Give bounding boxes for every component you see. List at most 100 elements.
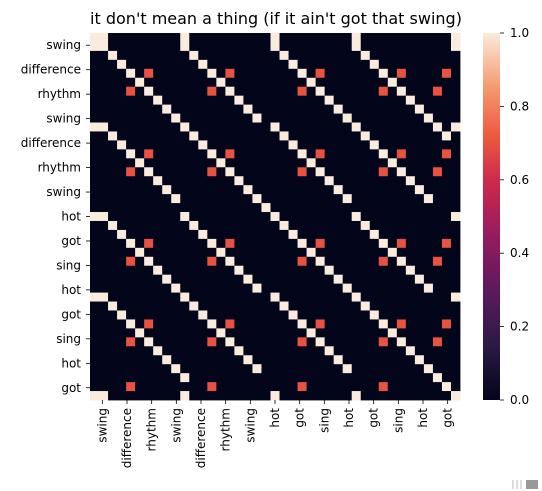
heatmap-cell [414, 41, 425, 52]
heatmap-cell [405, 346, 416, 356]
heatmap-cell [405, 337, 416, 347]
heatmap-cell [90, 33, 100, 43]
heatmap-cell [297, 59, 307, 70]
heatmap-cell [450, 337, 461, 347]
heatmap-cell [189, 113, 199, 123]
heatmap-cell [405, 68, 416, 79]
heatmap-cell [216, 328, 226, 338]
heatmap-cell [108, 229, 118, 240]
heatmap-cell [270, 140, 280, 150]
heatmap-cell [315, 185, 326, 195]
heatmap-cell [387, 122, 398, 132]
heatmap-cell [387, 274, 398, 285]
heatmap-cell [423, 104, 434, 114]
heatmap-cell [153, 238, 163, 249]
heatmap-cell [162, 77, 172, 88]
heatmap-cell [261, 176, 271, 186]
heatmap-cell [432, 176, 443, 186]
heatmap-cell [414, 238, 425, 249]
heatmap-cell [225, 382, 235, 392]
heatmap-cell [396, 185, 407, 195]
column-label: got [293, 408, 307, 428]
heatmap-cell [342, 158, 353, 168]
heatmap-cell [90, 158, 100, 168]
heatmap-cell [198, 86, 208, 97]
heatmap-cell [189, 86, 199, 97]
heatmap-cell [180, 283, 190, 293]
heatmap-cell [369, 247, 380, 258]
heatmap-cell [225, 104, 235, 114]
heatmap-cell [297, 167, 307, 177]
heatmap-cell [396, 104, 407, 114]
heatmap-cell [144, 382, 154, 392]
heatmap-cell [180, 319, 190, 329]
heatmap-cell [126, 220, 136, 231]
heatmap-cell [432, 391, 443, 401]
heatmap-cell [405, 319, 416, 329]
heatmap-cell [306, 185, 317, 195]
heatmap-cell [90, 95, 100, 106]
heatmap-cell [225, 292, 235, 302]
heatmap-cell [423, 382, 434, 392]
heatmap-cell [270, 158, 280, 168]
heatmap-cell [207, 104, 217, 114]
heatmap-cell [378, 391, 389, 401]
heatmap-cell [117, 391, 127, 401]
heatmap-cell [144, 140, 154, 150]
heatmap-cell [315, 247, 326, 258]
heatmap-cell [270, 33, 280, 43]
heatmap-cell [135, 194, 145, 204]
heatmap-cell [270, 194, 280, 204]
heatmap-cell [450, 194, 461, 204]
heatmap-cell [171, 212, 181, 222]
heatmap-cell [288, 319, 298, 329]
heatmap-cell [108, 140, 118, 150]
heatmap-cell [189, 337, 199, 347]
heatmap-cell [153, 86, 163, 97]
heatmap-cell [126, 140, 136, 150]
heatmap-cell [99, 77, 109, 88]
heatmap-cell [324, 274, 335, 285]
heatmap-cell [306, 247, 317, 258]
heatmap-cell [378, 176, 389, 186]
heatmap-cell [108, 158, 118, 168]
heatmap-cell [171, 104, 181, 114]
heatmap-cell [297, 391, 307, 401]
heatmap-cell [450, 364, 461, 374]
heatmap-cell [396, 256, 407, 267]
heatmap-cell [279, 203, 289, 213]
heatmap-cell [243, 68, 253, 79]
heatmap-cell [135, 86, 145, 97]
heatmap-cell [315, 33, 326, 43]
heatmap-cell [387, 77, 398, 88]
heatmap-cell [450, 113, 461, 123]
column-label: swing [169, 408, 183, 443]
heatmap-cell [414, 131, 425, 141]
heatmap-cell [351, 265, 362, 276]
heatmap-cell [351, 238, 362, 249]
heatmap-cell [414, 59, 425, 70]
heatmap-cell [171, 86, 181, 97]
heatmap-cell [360, 256, 371, 267]
heatmap-cell [261, 149, 271, 159]
heatmap-cell [171, 292, 181, 302]
heatmap-cell [360, 104, 371, 114]
heatmap-cell [171, 68, 181, 79]
heatmap-cell [423, 194, 434, 204]
heatmap-cell [297, 364, 307, 374]
heatmap-cell [351, 391, 362, 401]
heatmap-cell [117, 382, 127, 392]
heatmap-cell [261, 122, 271, 132]
heatmap-cell [279, 355, 289, 365]
row-label: hot [61, 210, 81, 224]
heatmap-cell [288, 382, 298, 392]
heatmap-cell [243, 355, 253, 365]
heatmap-cell [162, 41, 172, 52]
heatmap-cell [342, 122, 353, 132]
heatmap-cell [450, 238, 461, 249]
heatmap-cell [315, 113, 326, 123]
heatmap-cell [297, 229, 307, 240]
heatmap-cell [117, 50, 127, 61]
heatmap-cell [360, 382, 371, 392]
heatmap-cell [144, 212, 154, 222]
